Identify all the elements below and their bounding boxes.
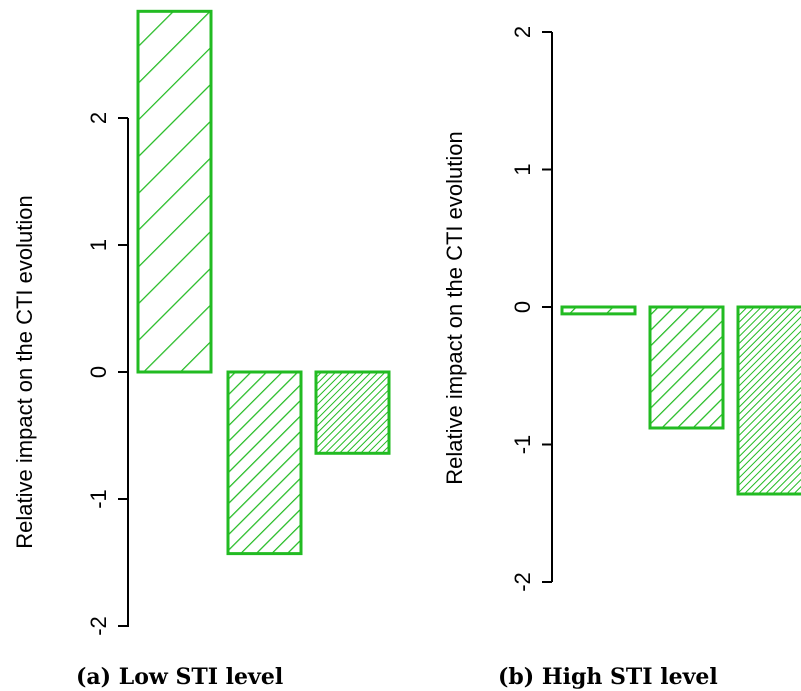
panel-b-caption: (b) High STI level (498, 664, 718, 690)
panel-a-tick-label: -1 (86, 489, 111, 509)
panel-b-bar-2 (648, 305, 725, 430)
panel-a-bar-1 (136, 9, 213, 374)
panel-a-tick-label: -2 (86, 616, 111, 636)
panel-b-tick-label: 2 (510, 26, 535, 38)
panel-b-tick-label: 0 (510, 301, 535, 313)
panel-a-caption: (a) Low STI level (76, 664, 283, 690)
panel-a-tick-label: 2 (86, 112, 111, 124)
panel-b: Relative impact on the CTI evolution -2-… (442, 26, 801, 690)
panel-b-tick-label: -2 (510, 572, 535, 592)
panel-b-y-axis-label: Relative impact on the CTI evolution (442, 131, 467, 484)
panel-a-bars (136, 9, 391, 556)
panel-a: Relative impact on the CTI evolution -2-… (12, 9, 391, 690)
panel-b-bars (560, 305, 801, 496)
panel-a-y-axis-label: Relative impact on the CTI evolution (12, 195, 37, 548)
panel-b-tick-label: 1 (510, 163, 535, 175)
panel-b-tick-label: -1 (510, 435, 535, 455)
panel-a-bar-2 (226, 370, 303, 556)
panel-a-tick-label: 1 (86, 239, 111, 251)
panel-a-tick-label: 0 (86, 366, 111, 378)
panel-b-bar-3 (736, 305, 801, 496)
panel-a-bar-3 (314, 370, 391, 455)
panel-b-bar-1 (560, 305, 637, 316)
panel-a-y-ticks: -2 -1 0 1 2 (86, 112, 128, 636)
panel-b-y-ticks: -2 -1 0 1 2 (510, 26, 552, 592)
